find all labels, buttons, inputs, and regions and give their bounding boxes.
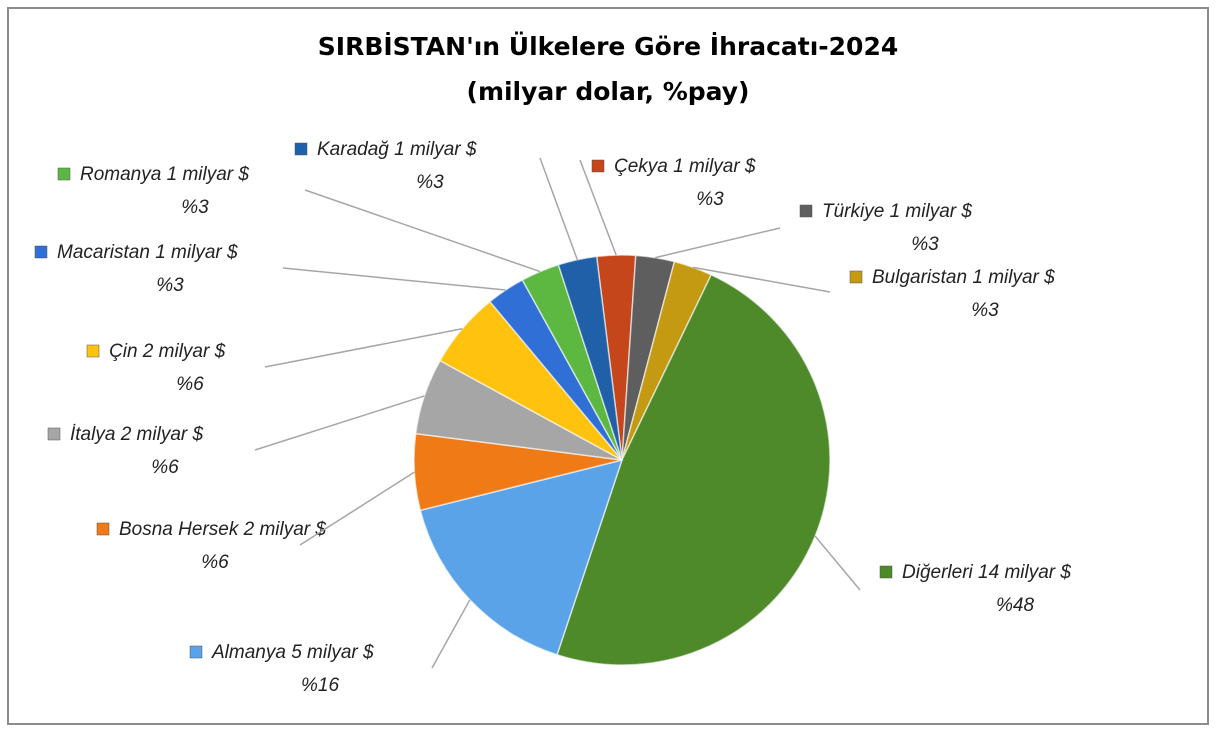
- slice-label: Çin 2 milyar $: [109, 341, 226, 362]
- slice-percent: %6: [201, 552, 229, 573]
- legend-key: [591, 159, 605, 173]
- slice-category: Almanya: [211, 642, 286, 663]
- leader-line: [299, 471, 415, 546]
- leader-line: [264, 328, 463, 368]
- legend-key: [57, 167, 71, 181]
- slice-percent: %16: [301, 675, 339, 696]
- slice-category: Bosna Hersek: [119, 519, 240, 540]
- leader-line: [579, 159, 617, 256]
- leader-line: [693, 266, 831, 293]
- slice-category: Bulgaristan: [872, 267, 967, 288]
- chart-subtitle: (milyar dolar, %pay): [467, 77, 750, 106]
- slice-percent: %3: [416, 172, 444, 193]
- slice-value: 1 milyar $: [972, 267, 1055, 288]
- slice-label: Bulgaristan 1 milyar $: [872, 267, 1055, 288]
- slice-percent: %3: [181, 197, 209, 218]
- slice-category: Karadağ: [317, 139, 389, 160]
- legend-key: [879, 565, 893, 579]
- slice-value: 2 milyar $: [120, 424, 204, 445]
- pie-slice: [419, 458, 624, 656]
- slice-label: Türkiye 1 milyar $: [822, 201, 972, 222]
- legend-key: [96, 522, 110, 536]
- leader-line: [655, 227, 781, 259]
- slice-category: İtalya: [70, 424, 115, 445]
- slice-value: 1 milyar $: [167, 164, 250, 185]
- slice-percent: %3: [911, 234, 939, 255]
- leader-line: [539, 157, 579, 261]
- pie-slice: [556, 273, 831, 666]
- leader-line: [431, 599, 471, 669]
- slice-percent: %3: [156, 275, 184, 296]
- slice-label: Karadağ 1 milyar $: [317, 139, 477, 160]
- slice-category: Romanya: [80, 164, 161, 185]
- slice-value: 2 milyar $: [142, 341, 226, 362]
- slice-label: Macaristan 1 milyar $: [57, 242, 238, 263]
- chart-title: SIRBİSTAN'ın Ülkelere Göre İhracatı-2024: [318, 31, 898, 61]
- slice-value: 1 milyar $: [394, 139, 477, 160]
- slice-percent: %3: [971, 300, 999, 321]
- legend-key: [849, 270, 863, 284]
- legend-key: [799, 204, 813, 218]
- legend-key: [34, 245, 48, 259]
- slice-label: Almanya 5 milyar $: [211, 642, 374, 663]
- leader-line: [282, 267, 506, 291]
- slice-label: Bosna Hersek 2 milyar $: [119, 519, 326, 540]
- slice-value: 1 milyar $: [890, 201, 973, 222]
- slice-category: Türkiye: [822, 201, 884, 222]
- leader-lines: [254, 157, 861, 669]
- slice-percent: %6: [176, 374, 204, 395]
- slice-label: Çekya 1 milyar $: [614, 156, 756, 177]
- leader-line: [304, 189, 541, 273]
- slice-percent: %3: [696, 189, 724, 210]
- slice-category: Macaristan: [57, 242, 150, 263]
- slice-label: Romanya 1 milyar $: [80, 164, 249, 185]
- leader-line: [254, 395, 425, 451]
- slice-category: Diğerleri: [902, 562, 974, 583]
- slice-label: Diğerleri 14 milyar $: [902, 562, 1071, 583]
- slice-value: 14 milyar $: [978, 562, 1071, 583]
- leader-line: [814, 535, 861, 591]
- slice-category: Çin: [109, 341, 138, 362]
- slice-label: İtalya 2 milyar $: [70, 424, 203, 445]
- slice-percent: %48: [996, 595, 1034, 616]
- legend-key: [86, 344, 100, 358]
- slice-value: 1 milyar $: [155, 242, 238, 263]
- legend-key: [189, 645, 203, 659]
- slice-value: 1 milyar $: [673, 156, 756, 177]
- slice-category: Çekya: [614, 156, 668, 177]
- slice-percent: %6: [151, 457, 179, 478]
- slice-value: 2 milyar $: [243, 519, 327, 540]
- slice-value: 5 milyar $: [291, 642, 374, 663]
- legend-key: [47, 427, 61, 441]
- legend-key: [294, 142, 308, 156]
